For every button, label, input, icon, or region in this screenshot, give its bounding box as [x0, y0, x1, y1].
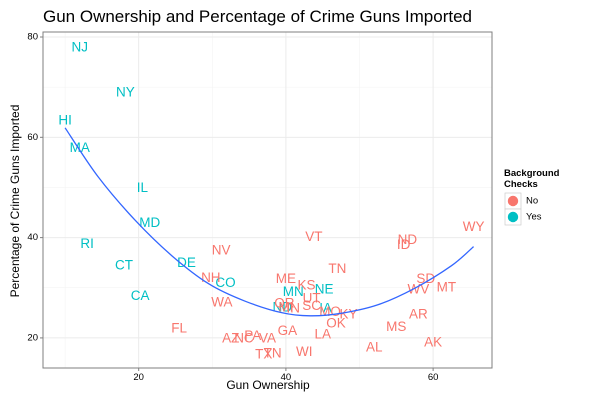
point-label-il-4: IL [137, 180, 149, 195]
legend-title-line: Checks [504, 179, 538, 190]
point-label-nd-18: ND [398, 232, 418, 247]
x-tick-label: 20 [133, 372, 144, 383]
point-label-nj-0: NJ [72, 40, 89, 55]
y-tick-label: 40 [27, 232, 38, 243]
point-label-ok-36: OK [326, 315, 346, 330]
point-label-wa-28: WA [211, 294, 232, 309]
panel-background [43, 32, 492, 368]
point-label-ia-13: IA [319, 300, 332, 315]
x-axis-title: Gun Ownership [226, 378, 310, 392]
point-label-wv-26: WV [408, 281, 430, 296]
point-label-wi-49: WI [296, 344, 313, 359]
point-label-id-19: ID [397, 237, 411, 252]
point-label-sc-31: SC [302, 298, 321, 313]
point-label-ky-34: KY [339, 306, 357, 321]
point-label-mi-30: MI [278, 299, 293, 314]
y-axis-title: Percentage of Crime Guns Imported [8, 105, 22, 298]
point-label-vt-16: VT [305, 229, 322, 244]
point-label-wy-17: WY [463, 219, 485, 234]
point-label-tn-48: TN [264, 345, 282, 360]
panel-border [42, 31, 493, 369]
point-label-ct-7: CT [115, 258, 133, 273]
point-label-ks-23: KS [298, 277, 316, 292]
point-label-ca-9: CA [131, 288, 150, 303]
point-label-pa-43: PA [244, 328, 261, 343]
point-label-fl-38: FL [171, 320, 187, 335]
legend-label-no: No [526, 196, 538, 207]
point-label-ak-45: AK [424, 334, 442, 349]
legend-title-line: Background [504, 168, 560, 179]
point-label-me-22: ME [276, 271, 296, 286]
point-label-mt-25: MT [437, 279, 457, 294]
y-axis: 20 40 60 80 [27, 32, 43, 343]
point-label-la-40: LA [314, 326, 331, 341]
point-label-az-41: AZ [222, 330, 239, 345]
point-label-nh-21: NH [201, 270, 221, 285]
x-tick-label: 60 [428, 372, 439, 383]
point-label-ma-3: MA [70, 140, 90, 155]
legend-swatch-yes [507, 211, 519, 223]
point-label-ne-12: NE [315, 281, 334, 296]
point-label-mn-11: MN [283, 284, 304, 299]
point-label-al-46: AL [366, 339, 383, 354]
point-label-md-5: MD [139, 215, 160, 230]
point-label-hi-2: HI [58, 112, 72, 127]
point-label-nv-15: NV [212, 243, 231, 258]
y-tick-label: 60 [27, 132, 38, 143]
point-label-nd-14: ND [272, 299, 292, 314]
legend: Background Checks No Yes [504, 168, 560, 226]
point-label-ga-39: GA [278, 323, 298, 338]
trend-line [64, 127, 475, 317]
point-label-ms-37: MS [386, 319, 406, 334]
point-label-in-32: IN [287, 300, 301, 315]
point-label-ri-6: RI [80, 236, 94, 251]
point-label-nc-42: NC [234, 330, 254, 345]
point-label-ut-27: UT [303, 290, 321, 305]
legend-swatch-no [507, 195, 519, 207]
point-label-tx-47: TX [255, 346, 272, 361]
legend-title: Background Checks [504, 168, 560, 190]
x-axis: 20 40 60 [133, 368, 438, 383]
point-label-ar-35: AR [409, 306, 428, 321]
y-tick-label: 20 [27, 332, 38, 343]
legend-label-yes: Yes [526, 212, 542, 223]
point-label-sd-24: SD [416, 271, 435, 286]
point-label-de-8: DE [177, 255, 196, 270]
point-label-co-10: CO [215, 275, 235, 290]
y-tick-label: 80 [27, 32, 38, 43]
point-label-va-44: VA [259, 330, 276, 345]
x-tick-label: 40 [281, 372, 292, 383]
point-label-or-29: OR [274, 295, 295, 310]
point-label-tn-20: TN [328, 261, 346, 276]
chart-title: Gun Ownership and Percentage of Crime Gu… [43, 7, 472, 26]
point-label-ny-1: NY [116, 85, 135, 100]
